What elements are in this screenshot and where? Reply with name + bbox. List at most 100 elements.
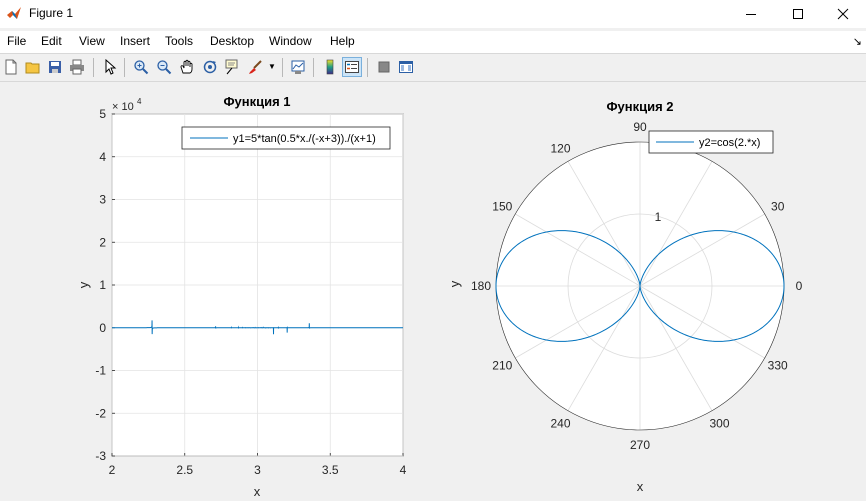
plot1-axes[interactable]: 2 2.5 3 3.5 4 -3 -2 -1 0 1 2 3 4 5 Функция 1 x y × 10… [76,94,407,499]
plot1-xlabel: x [254,484,261,499]
menu-window[interactable]: Window [269,34,312,48]
plot2-theta-tick-label: 90 [633,120,647,134]
link-plot-button[interactable] [288,57,308,77]
pointer-icon [105,59,117,75]
plot1-x-tick-label: 2 [109,463,116,477]
plot2-legend-label: y2=cos(2.*x) [699,137,760,149]
open-file-icon [25,62,40,74]
plot2-polar-axes[interactable]: 120306090120150180210240270300330 Функци… [447,99,803,494]
show-plot-tools-button[interactable] [396,57,416,77]
plot2-theta-tick-label: 240 [550,417,570,431]
pointer-button[interactable] [100,57,120,77]
plot1-title: Функция 1 [223,94,290,109]
plot2-xlabel: x [637,479,644,494]
hide-plot-tools-icon [378,61,390,73]
plot2-theta-tick-label: 0 [796,279,803,293]
menu-edit[interactable]: Edit [41,34,62,48]
colorbar-icon [326,59,334,75]
plot1-x-tick-label: 3.5 [322,463,339,477]
plot1-x-tick-label: 4 [400,463,407,477]
brush-dropdown-arrow-icon[interactable]: ▼ [268,62,276,71]
plot1-exponent-power: 4 [137,97,142,106]
plot1-x-tick-label: 2.5 [176,463,193,477]
plot1-y-tick-label: -3 [95,449,106,463]
plot2-polar-grid [496,142,784,430]
save-button[interactable] [45,57,65,77]
window-title: Figure 1 [29,6,74,20]
print-icon [70,59,84,75]
plot1-y-tick-label: 4 [99,150,106,164]
plot2-theta-gridline [639,161,713,287]
figure-canvas[interactable]: 2 2.5 3 3.5 4 -3 -2 -1 0 1 2 3 4 5 Функция 1 x y × 10… [0,84,866,501]
plot2-theta-tick-label: 270 [630,438,650,452]
menu-view[interactable]: View [79,34,105,48]
menu-desktop[interactable]: Desktop [210,34,255,48]
close-button[interactable] [820,0,866,28]
plot2-theta-tick-label: 120 [550,141,570,155]
minimize-icon [746,14,756,15]
plot2-theta-gridline [639,285,765,359]
data-cursor-icon [225,59,238,75]
link-plot-icon [291,60,305,74]
plot2-theta-tick-label: 150 [492,200,512,214]
plot2-r-tick-label: 1 [655,210,662,224]
toolbar-separator [282,58,283,77]
menu-insert[interactable]: Insert [120,34,151,48]
brush-button[interactable] [245,57,265,77]
plot2-tick-labels: 120306090120150180210240270300330 [471,120,803,452]
plot2-series-line [495,230,785,342]
zoom-out-icon [157,60,172,75]
plot2-theta-gridline [639,285,713,411]
plot2-title: Функция 2 [606,99,673,114]
plot1-y-tick-label: 2 [99,235,106,249]
print-button[interactable] [67,57,87,77]
zoom-out-button[interactable] [154,57,174,77]
plot2-theta-tick-label: 30 [771,200,785,214]
maximize-icon [793,9,803,19]
plot1-y-tick-label: 3 [99,193,106,207]
hide-plot-tools-button[interactable] [374,57,394,77]
legend-icon [345,61,359,73]
data-cursor-button[interactable] [222,57,242,77]
maximize-button[interactable] [775,0,821,28]
plot1-y-tick-label: -2 [95,406,106,420]
plot2-theta-gridline [567,285,641,411]
plot1-legend-box [181,126,391,150]
plot1-legend[interactable]: y1=5*tan(0.5*x./(-x+3))./(x+1) [181,126,391,150]
zoom-in-button[interactable] [131,57,151,77]
menu-help[interactable]: Help [330,34,355,48]
pan-icon [180,59,193,74]
plot2-ylabel: y [447,280,462,287]
zoom-in-icon [134,60,149,75]
plot2-theta-gridline [567,161,641,287]
insert-legend-button[interactable] [342,57,362,77]
open-file-button[interactable] [23,57,43,77]
plot1-y-tick-label: -1 [95,364,106,378]
plot2-theta-gridline [639,213,765,287]
plot1-tick-labels: 2 2.5 3 3.5 4 -3 -2 -1 0 1 2 3 4 5 [95,107,406,477]
plot2-legend-box [648,130,774,154]
show-plot-tools-icon [399,61,413,73]
plot1-y-tick-label: 1 [99,278,106,292]
minimize-button[interactable] [728,0,774,28]
window-title-bar[interactable]: Figure 1 [0,0,866,28]
plot2-legend[interactable]: y2=cos(2.*x) [648,130,774,154]
plot1-y-tick-label: 0 [99,321,106,335]
save-icon [49,61,61,73]
menu-tools[interactable]: Tools [165,34,194,48]
plot1-legend-label: y1=5*tan(0.5*x./(-x+3))./(x+1) [233,133,376,145]
close-icon [837,8,849,20]
plot2-theta-tick-label: 180 [471,279,491,293]
pan-button[interactable] [177,57,197,77]
rotate-3d-button[interactable] [200,57,220,77]
plot1-ylabel: y [76,281,91,288]
insert-colorbar-button[interactable] [320,57,340,77]
dock-arrow-icon[interactable]: ↘ [852,36,862,48]
toolbar-separator [367,58,368,77]
plot1-x-tick-label: 3 [254,463,261,477]
new-figure-button[interactable] [1,57,21,77]
brush-icon [249,60,262,74]
menu-file[interactable]: File [7,34,27,48]
plot2-theta-gridline [515,285,641,359]
plot1-y-tick-label: 5 [99,107,106,121]
